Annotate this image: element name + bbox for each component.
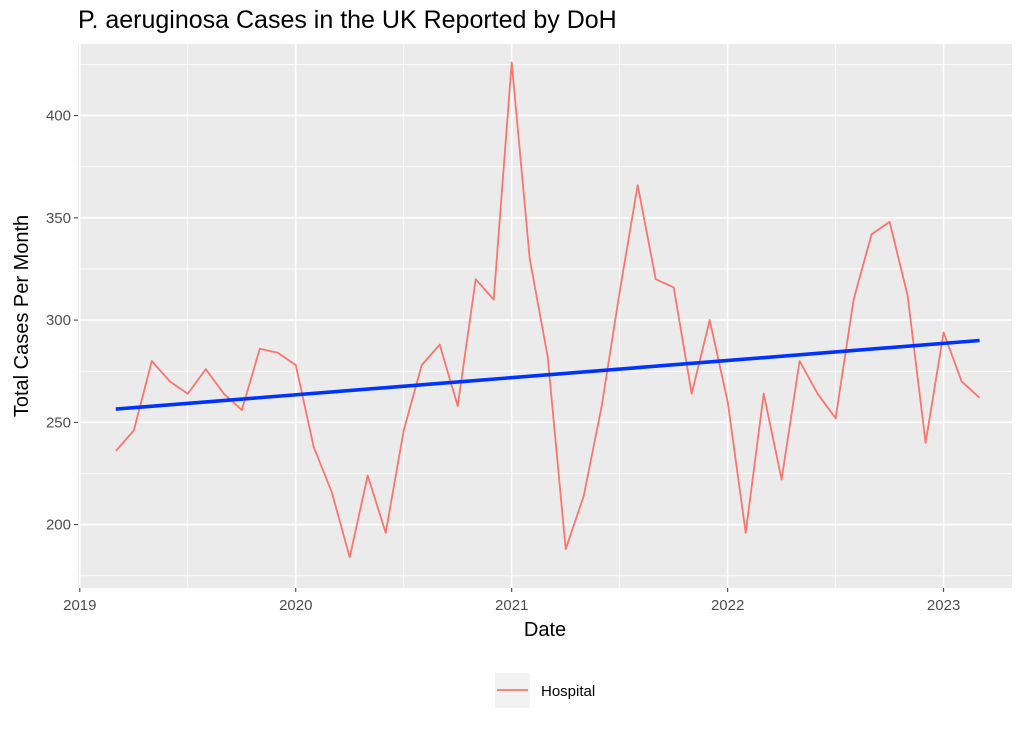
chart-title: P. aeruginosa Cases in the UK Reported b… <box>78 6 617 34</box>
series-layer <box>115 61 981 559</box>
axis-ticks <box>74 115 945 592</box>
y-tick-label: 400 <box>46 108 71 125</box>
legend: Hospital <box>495 673 595 708</box>
x-tick-label: 2022 <box>711 597 744 614</box>
x-tick-label: 2021 <box>495 597 528 614</box>
y-tick-label: 350 <box>46 210 71 227</box>
x-tick-label: 2020 <box>279 597 312 614</box>
grid-major <box>78 44 1012 588</box>
legend-label-hospital: Hospital <box>541 683 595 700</box>
x-tick-label: 2023 <box>927 597 960 614</box>
x-axis-title: Date <box>524 619 566 641</box>
x-tick-label: 2019 <box>63 597 96 614</box>
trend-line <box>115 338 980 411</box>
y-axis-title: Total Cases Per Month <box>11 215 33 417</box>
plot-panel <box>78 44 1012 588</box>
y-tick-label: 250 <box>46 414 71 431</box>
y-tick-label: 300 <box>46 312 71 329</box>
tick-labels: 200 250 300 350 400 2019 2020 2021 2022 2023 <box>46 108 960 614</box>
y-tick-label: 200 <box>46 517 71 534</box>
series-line-hospital <box>115 61 981 559</box>
grid-minor <box>78 44 1012 588</box>
